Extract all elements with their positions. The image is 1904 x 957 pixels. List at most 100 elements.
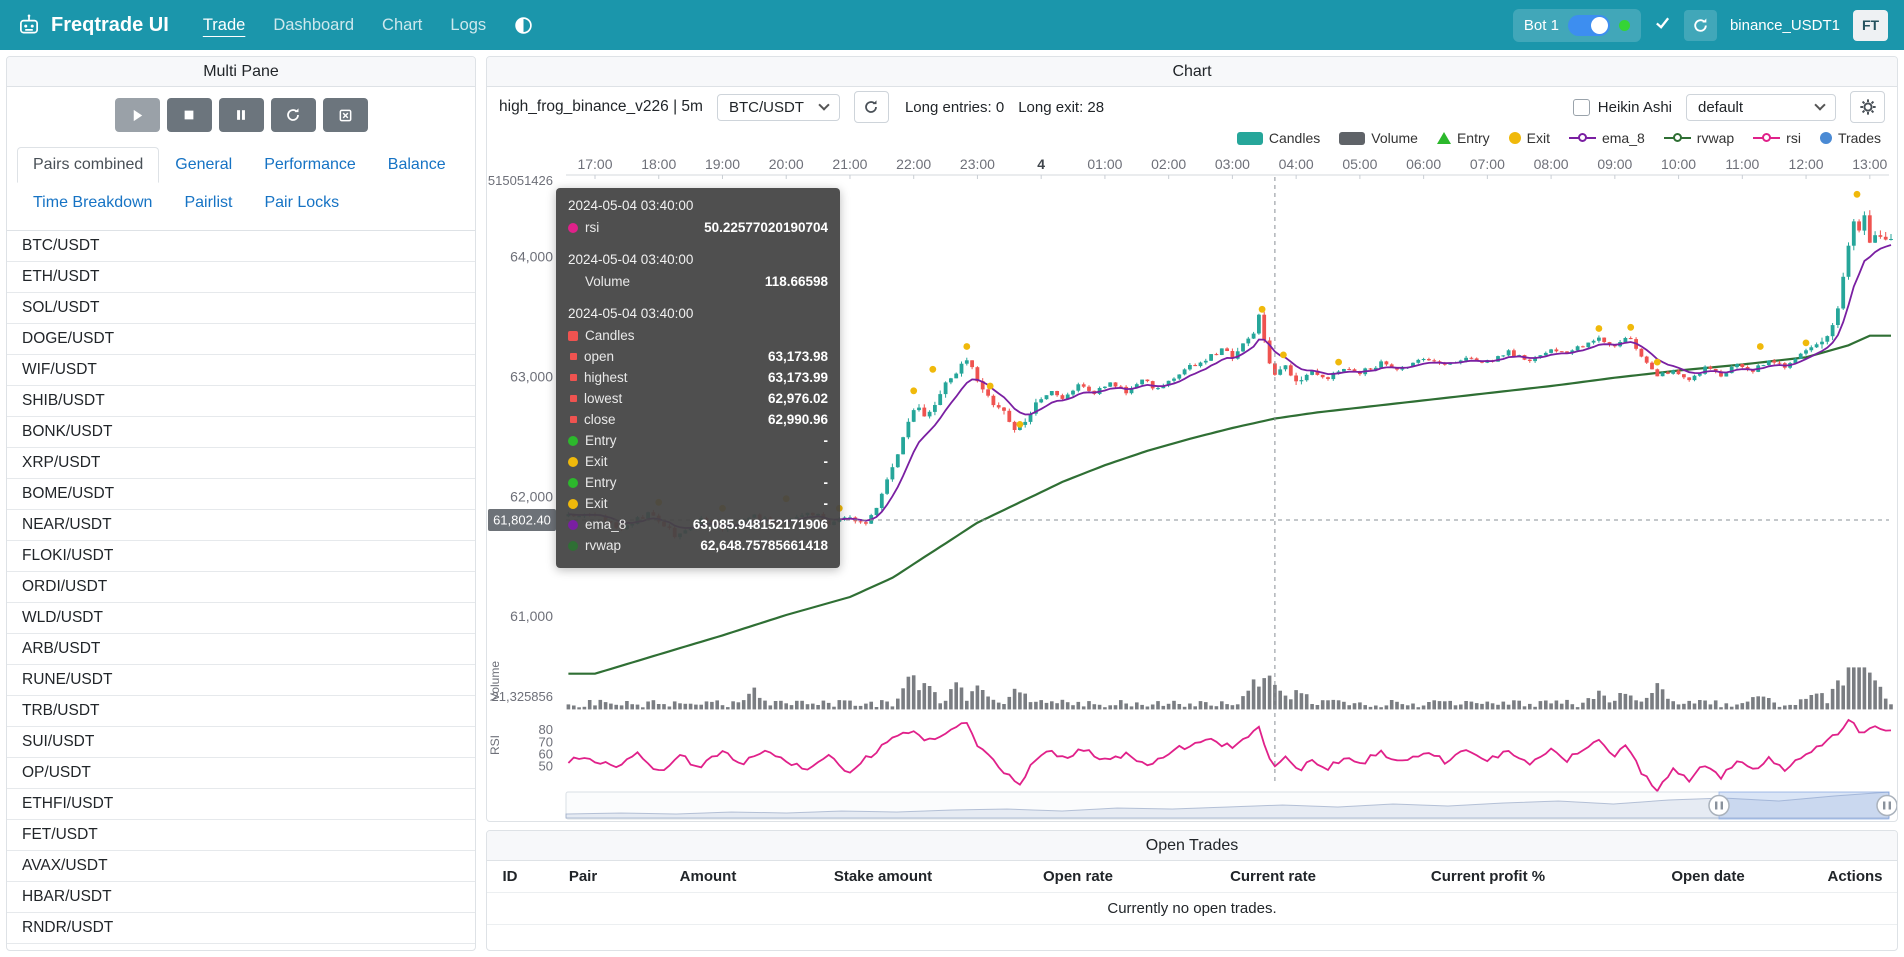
pair-item-bome[interactable]: BOME/USDT <box>7 479 475 510</box>
legend-item-volume[interactable]: Volume <box>1339 130 1418 146</box>
pair-item-avax[interactable]: AVAX/USDT <box>7 851 475 882</box>
tab-pairs-combined[interactable]: Pairs combined <box>17 147 160 183</box>
nav-link-chart[interactable]: Chart <box>382 15 423 34</box>
series-marker-icon <box>570 395 577 402</box>
svg-text:70: 70 <box>539 734 553 749</box>
tab-performance[interactable]: Performance <box>264 156 356 173</box>
rvwap-swatch-icon <box>1663 133 1691 142</box>
legend-label: Entry <box>1456 130 1490 146</box>
volume-swatch-icon <box>1339 131 1366 145</box>
ema_8-swatch-icon <box>1568 133 1596 142</box>
tab-general[interactable]: General <box>175 156 233 173</box>
svg-text:64,000: 64,000 <box>510 249 553 265</box>
legend-item-ema_8[interactable]: ema_8 <box>1568 130 1645 146</box>
pair-item-btc[interactable]: BTC/USDT <box>7 231 475 262</box>
tooltip-timestamp: 2024-05-04 03:40:00 <box>568 252 694 267</box>
navbar: Freqtrade UI Trade Dashboard Chart Logs Bot… <box>0 0 1904 50</box>
col-stake-amount: Stake amount <box>833 868 933 885</box>
robot-logo-icon <box>16 12 42 38</box>
legend-item-entry[interactable]: Entry <box>1436 130 1490 146</box>
pair-item-trb[interactable]: TRB/USDT <box>7 696 475 727</box>
heikin-ashi-checkbox[interactable] <box>1572 98 1590 116</box>
series-marker-icon <box>568 222 578 233</box>
chart-legend: Candles Volume Entry Exit ema_8 rvwap rsi Trade… <box>487 127 1897 151</box>
pair-item-ordi[interactable]: ORDI/USDT <box>7 572 475 603</box>
pair-item-rune[interactable]: RUNE/USDT <box>7 665 475 696</box>
refresh-all-button[interactable] <box>1683 9 1717 41</box>
chart-refresh-button[interactable] <box>853 91 889 123</box>
legend-label: rvwap <box>1696 130 1735 146</box>
nav-link-logs[interactable]: Logs <box>450 15 487 34</box>
tooltip-timestamp: 2024-05-04 03:40:00 <box>568 198 694 213</box>
plot-settings-button[interactable] <box>1850 91 1885 123</box>
user-avatar[interactable]: FT <box>1853 9 1888 41</box>
pair-item-bonk[interactable]: BONK/USDT <box>7 417 475 448</box>
pair-item-floki[interactable]: FLOKI/USDT <box>7 541 475 572</box>
theme-toggle-icon[interactable] <box>514 16 533 35</box>
series-marker-icon <box>570 416 577 423</box>
tooltip-timestamp: 2024-05-04 03:40:00 <box>568 306 694 321</box>
play-button[interactable] <box>114 98 160 132</box>
reload-button[interactable] <box>270 98 316 132</box>
legend-label: rsi <box>1786 130 1801 146</box>
pair-select[interactable]: BTC/USDT <box>716 93 840 121</box>
legend-item-rsi[interactable]: rsi <box>1753 130 1801 146</box>
pair-item-near[interactable]: NEAR/USDT <box>7 510 475 541</box>
legend-item-trades[interactable]: Trades <box>1819 130 1881 146</box>
price-chart-canvas[interactable]: 17:00 18:00 19:00 20:00 21:00 22:00 23:00 4 01:0… <box>487 151 1897 821</box>
series-marker-icon <box>570 374 577 381</box>
pair-item-sui[interactable]: SUI/USDT <box>7 727 475 758</box>
pair-item-hbar[interactable]: HBAR/USDT <box>7 882 475 913</box>
chevron-down-icon <box>818 99 830 111</box>
empty-row: Currently no open trades. <box>487 892 1897 925</box>
plot-config-select[interactable]: default <box>1686 93 1836 121</box>
pair-item-wif[interactable]: WIF/USDT <box>7 355 475 386</box>
svg-text:61,000: 61,000 <box>510 608 553 624</box>
pair-item-xrp[interactable]: XRP/USDT <box>7 448 475 479</box>
pause-button[interactable] <box>218 98 264 132</box>
forget-button[interactable] <box>322 98 368 132</box>
svg-text:RSI: RSI <box>488 735 502 755</box>
pair-item-shib[interactable]: SHIB/USDT <box>7 386 475 417</box>
pair-item-ar[interactable]: AR/USDT <box>7 944 475 950</box>
svg-text:01:00: 01:00 <box>1087 156 1122 172</box>
tab-pairlist[interactable]: Pairlist <box>184 194 233 211</box>
pair-item-rndr[interactable]: RNDR/USDT <box>7 913 475 944</box>
pair-item-eth[interactable]: ETH/USDT <box>7 262 475 293</box>
tooltip-row: lowest 62,976.02 <box>568 388 828 409</box>
legend-item-exit[interactable]: Exit <box>1508 130 1550 146</box>
tab-balance[interactable]: Balance <box>387 156 446 173</box>
col-id: ID <box>502 868 518 885</box>
pair-item-ethfi[interactable]: ETHFI/USDT <box>7 789 475 820</box>
chart-toolbar: high_frog_binance_v226 | 5m BTC/USDT Lon… <box>487 87 1897 127</box>
svg-text:18:00: 18:00 <box>641 156 676 172</box>
nav-link-trade[interactable]: Trade <box>202 15 246 34</box>
bot-name: Bot 1 <box>1523 16 1559 34</box>
bot-selector[interactable]: Bot 1 <box>1512 8 1641 42</box>
col-open-rate: Open rate <box>1042 868 1114 885</box>
stop-button[interactable] <box>166 98 212 132</box>
svg-text:22:00: 22:00 <box>896 156 931 172</box>
legend-item-rvwap[interactable]: rvwap <box>1663 130 1735 146</box>
tooltip-row: Exit - <box>568 493 828 514</box>
svg-text:21:00: 21:00 <box>832 156 867 172</box>
nav-links: Trade Dashboard Chart Logs <box>203 16 486 35</box>
pair-list: BTC/USDT ETH/USDT SOL/USDT DOGE/USDT WIF/USD… <box>7 230 475 950</box>
svg-text:08:00: 08:00 <box>1534 156 1569 172</box>
pair-item-fet[interactable]: FET/USDT <box>7 820 475 851</box>
table-header-row: ID Pair Amount Stake amount Open rate Cu… <box>487 861 1897 893</box>
pair-item-doge[interactable]: DOGE/USDT <box>7 324 475 355</box>
bot-toggle[interactable] <box>1567 14 1610 36</box>
heikin-ashi-label: Heikin Ashi <box>1597 98 1672 116</box>
pair-item-op[interactable]: OP/USDT <box>7 758 475 789</box>
tab-time-breakdown[interactable]: Time Breakdown <box>33 194 153 211</box>
pair-item-sol[interactable]: SOL/USDT <box>7 293 475 324</box>
tooltip-row: open 63,173.98 <box>568 346 828 367</box>
svg-text:04:00: 04:00 <box>1279 156 1314 172</box>
nav-link-dashboard[interactable]: Dashboard <box>273 15 355 34</box>
tab-pair-locks[interactable]: Pair Locks <box>264 194 340 211</box>
tooltip-row: rvwap 62,648.75785661418 <box>568 535 828 556</box>
pair-item-arb[interactable]: ARB/USDT <box>7 634 475 665</box>
legend-item-candles[interactable]: Candles <box>1236 130 1320 146</box>
pair-item-wld[interactable]: WLD/USDT <box>7 603 475 634</box>
